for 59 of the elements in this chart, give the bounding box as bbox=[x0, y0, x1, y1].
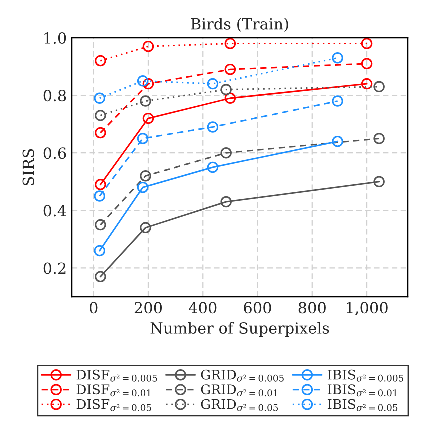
y-tick-label: 0.6 bbox=[44, 148, 66, 160]
point bbox=[94, 92, 106, 104]
point bbox=[142, 112, 154, 124]
point bbox=[220, 147, 232, 159]
point bbox=[220, 84, 232, 96]
point bbox=[95, 179, 106, 190]
x-tick-label: 400 bbox=[189, 302, 217, 314]
legend-label: IBIS$_{σ²=0.01}$ bbox=[328, 384, 398, 397]
legend-label: DISF$_{σ²=0.05}$ bbox=[76, 399, 152, 412]
point bbox=[95, 127, 106, 139]
x-tick-label: 1,000 bbox=[347, 302, 388, 316]
point bbox=[374, 81, 385, 93]
point bbox=[332, 96, 344, 107]
legend-label: GRID$_{σ²=0.005}$ bbox=[201, 370, 284, 382]
legend-label: IBIS$_{σ²=0.05}$ bbox=[328, 399, 398, 412]
point bbox=[140, 222, 152, 234]
point bbox=[95, 55, 106, 67]
point bbox=[137, 182, 149, 194]
point bbox=[361, 38, 373, 50]
y-tick-label: 0.2 bbox=[44, 262, 66, 274]
point bbox=[332, 136, 344, 148]
point bbox=[137, 133, 149, 144]
point bbox=[207, 78, 219, 90]
point bbox=[224, 38, 236, 50]
legend-label: GRID$_{σ²=0.05}$ bbox=[201, 399, 278, 412]
point bbox=[94, 245, 106, 257]
point bbox=[142, 78, 154, 90]
y-axis-title: SIRS bbox=[22, 149, 34, 186]
point bbox=[95, 219, 106, 231]
point bbox=[361, 58, 373, 70]
legend-label: IBIS$_{σ²=0.005}$ bbox=[328, 370, 404, 382]
point bbox=[95, 110, 106, 122]
point bbox=[224, 92, 236, 104]
point bbox=[374, 133, 385, 144]
point bbox=[142, 41, 154, 52]
point bbox=[224, 64, 236, 76]
x-axis-title: Number of Superpixels bbox=[150, 322, 330, 337]
x-tick-label: 0 bbox=[90, 302, 98, 314]
point bbox=[94, 190, 106, 202]
point bbox=[374, 176, 385, 188]
y-tick-label: 0.8 bbox=[44, 90, 66, 102]
legend-label: DISF$_{σ²=0.005}$ bbox=[76, 370, 158, 382]
point bbox=[137, 76, 149, 87]
x-tick-label: 600 bbox=[244, 302, 272, 314]
point bbox=[332, 52, 344, 64]
x-tick-label: 200 bbox=[134, 302, 162, 314]
point bbox=[220, 196, 232, 208]
point bbox=[140, 170, 152, 182]
point bbox=[361, 78, 373, 90]
legend-label: GRID$_{σ²=0.01}$ bbox=[201, 384, 278, 397]
x-tick-label: 800 bbox=[298, 302, 326, 314]
chart-title: Birds (Train) bbox=[191, 18, 288, 32]
y-tick-label: 1.0 bbox=[44, 32, 66, 44]
point bbox=[207, 122, 219, 133]
point bbox=[140, 96, 152, 107]
point bbox=[207, 162, 219, 174]
point bbox=[95, 271, 106, 282]
legend-label: DISF$_{σ²=0.01}$ bbox=[76, 384, 151, 397]
y-tick-label: 0.4 bbox=[44, 205, 66, 217]
